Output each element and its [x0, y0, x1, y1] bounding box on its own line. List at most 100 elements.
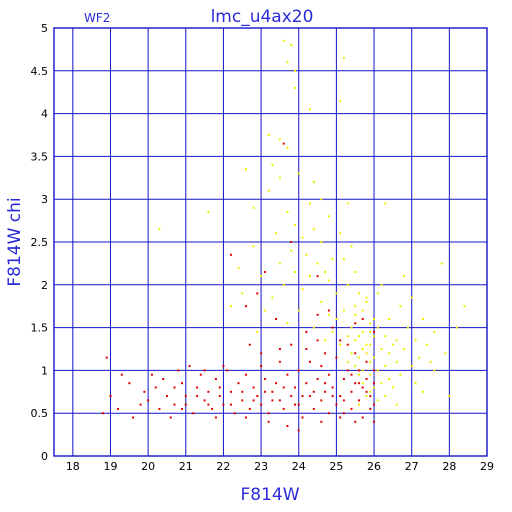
- red-data-point: [143, 390, 146, 393]
- yellow-data-point: [294, 69, 296, 72]
- red-data-point: [316, 275, 319, 278]
- y-tick-label: 0: [41, 450, 48, 463]
- y-tick-label: 3: [41, 193, 48, 206]
- red-data-point: [267, 420, 270, 423]
- red-data-point: [324, 390, 327, 393]
- yellow-data-point: [369, 343, 372, 346]
- chart-title: lmc_u4ax20: [211, 7, 314, 27]
- red-data-point: [324, 382, 327, 385]
- yellow-data-point: [267, 134, 270, 136]
- tick-labels: 18 19 20 21 22 23 24 25 26 27 28 29 0 0.5 1 1.5 2 2.5 3 3.5…: [31, 22, 495, 473]
- yellow-data-point: [241, 292, 244, 295]
- red-data-point: [339, 416, 342, 419]
- yellow-data-point: [354, 305, 357, 308]
- red-data-point: [245, 305, 247, 308]
- red-data-point: [286, 373, 289, 376]
- red-data-point: [117, 407, 119, 410]
- red-data-point: [222, 365, 225, 368]
- red-data-point: [275, 382, 278, 385]
- yellow-data-point: [282, 283, 285, 286]
- red-data-point: [331, 326, 334, 329]
- red-data-point: [339, 339, 342, 342]
- yellow-data-point: [354, 271, 357, 273]
- red-data-point: [263, 378, 266, 380]
- yellow-data-point: [312, 228, 315, 231]
- red-data-point: [361, 386, 364, 389]
- yellow-data-point: [342, 258, 345, 261]
- yellow-data-point: [395, 403, 398, 406]
- yellow-data-point: [346, 202, 349, 205]
- yellow-data-point: [346, 360, 349, 363]
- red-data-point: [373, 369, 375, 372]
- red-data-point: [282, 142, 285, 145]
- red-data-point: [369, 395, 372, 398]
- red-data-point: [312, 407, 315, 410]
- red-data-point: [218, 386, 221, 389]
- yellow-data-point: [414, 339, 417, 342]
- red-data-point: [316, 313, 319, 316]
- red-data-point: [214, 416, 217, 419]
- yellow-data-point: [342, 57, 345, 59]
- yellow-data-point: [350, 352, 353, 355]
- red-data-point: [294, 386, 296, 389]
- red-data-point: [226, 369, 229, 372]
- red-data-point: [346, 369, 349, 372]
- red-data-point: [369, 407, 372, 410]
- red-data-point: [354, 382, 357, 385]
- red-data-point: [301, 395, 304, 398]
- red-data-point: [294, 403, 296, 406]
- red-data-point: [290, 395, 293, 398]
- yellow-data-point: [256, 330, 259, 333]
- red-data-point: [222, 403, 225, 406]
- yellow-data-point: [369, 330, 372, 333]
- yellow-data-point: [339, 99, 342, 102]
- red-data-point: [305, 382, 308, 385]
- y-tick-label: 1: [41, 364, 48, 377]
- red-data-point: [267, 412, 270, 415]
- x-tick-label: 28: [442, 460, 456, 473]
- red-data-point: [252, 386, 255, 389]
- red-data-point: [109, 395, 112, 398]
- yellow-data-point: [301, 236, 304, 239]
- red-data-point: [316, 378, 319, 380]
- red-data-point: [327, 412, 330, 415]
- yellow-data-point: [384, 365, 387, 368]
- yellow-data-point: [399, 373, 402, 376]
- yellow-data-point: [391, 343, 394, 346]
- red-data-point: [132, 416, 135, 419]
- yellow-data-point: [361, 382, 364, 385]
- yellow-data-point: [414, 382, 417, 385]
- yellow-data-point: [361, 309, 364, 312]
- yellow-data-point: [312, 181, 315, 184]
- red-data-point: [192, 412, 195, 415]
- yellow-data-point: [403, 275, 406, 278]
- red-data-point: [350, 373, 353, 376]
- red-data-point: [256, 395, 259, 398]
- yellow-data-point: [327, 215, 330, 218]
- red-data-point: [309, 395, 311, 398]
- red-data-point: [260, 352, 263, 355]
- yellow-data-point: [380, 348, 383, 350]
- red-data-point: [248, 343, 251, 346]
- red-data-point: [305, 330, 308, 333]
- yellow-data-point: [271, 296, 274, 299]
- yellow-data-point: [373, 318, 375, 320]
- yellow-data-point: [309, 275, 311, 278]
- yellow-data-point: [350, 245, 353, 248]
- corner-label: WF2: [84, 11, 110, 25]
- yellow-data-point: [418, 356, 421, 359]
- yellow-data-point: [267, 189, 270, 192]
- yellow-data-point: [354, 313, 357, 316]
- yellow-data-point: [369, 390, 372, 393]
- red-data-point: [305, 348, 308, 350]
- red-data-point: [181, 382, 183, 385]
- red-data-point: [162, 378, 165, 380]
- red-data-point: [282, 386, 285, 389]
- red-data-point: [358, 399, 360, 402]
- red-data-point: [335, 356, 338, 359]
- red-data-point: [331, 386, 334, 389]
- red-data-point: [297, 403, 300, 406]
- red-data-point: [203, 369, 206, 372]
- yellow-data-point: [320, 300, 323, 303]
- yellow-data-point: [294, 271, 296, 273]
